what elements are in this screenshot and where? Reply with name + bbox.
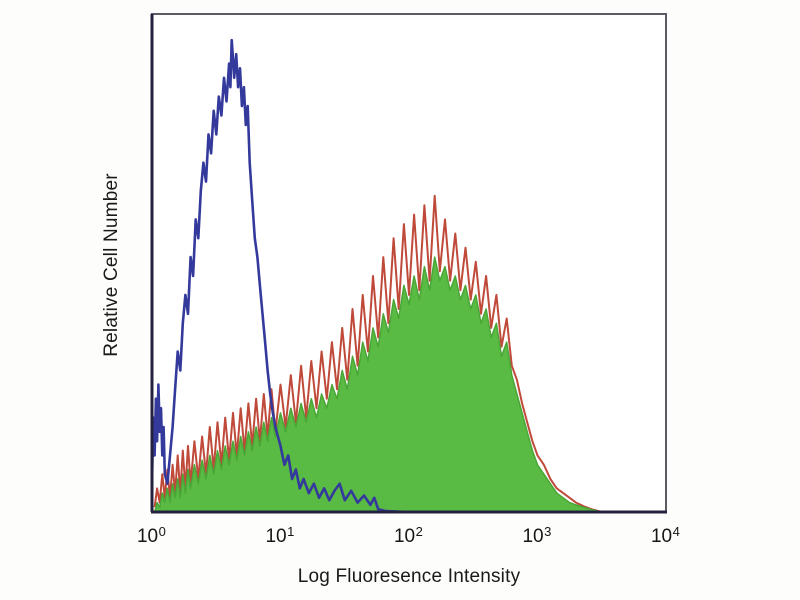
isotype-control-curve: [150, 38, 410, 514]
x-tick-label-10e0: 100: [136, 524, 166, 547]
x-tick-label-10e1: 101: [265, 524, 295, 547]
x-tick-label-10e4: 104: [650, 524, 680, 547]
stained-fill-area: [153, 256, 603, 513]
x-tick-label-10e3: 103: [522, 524, 552, 547]
x-tick-label-10e2: 102: [393, 524, 423, 547]
x-axis-title: Log Fluoresence Intensity: [297, 566, 521, 587]
y-axis-title: Relative Cell Number: [101, 173, 122, 357]
